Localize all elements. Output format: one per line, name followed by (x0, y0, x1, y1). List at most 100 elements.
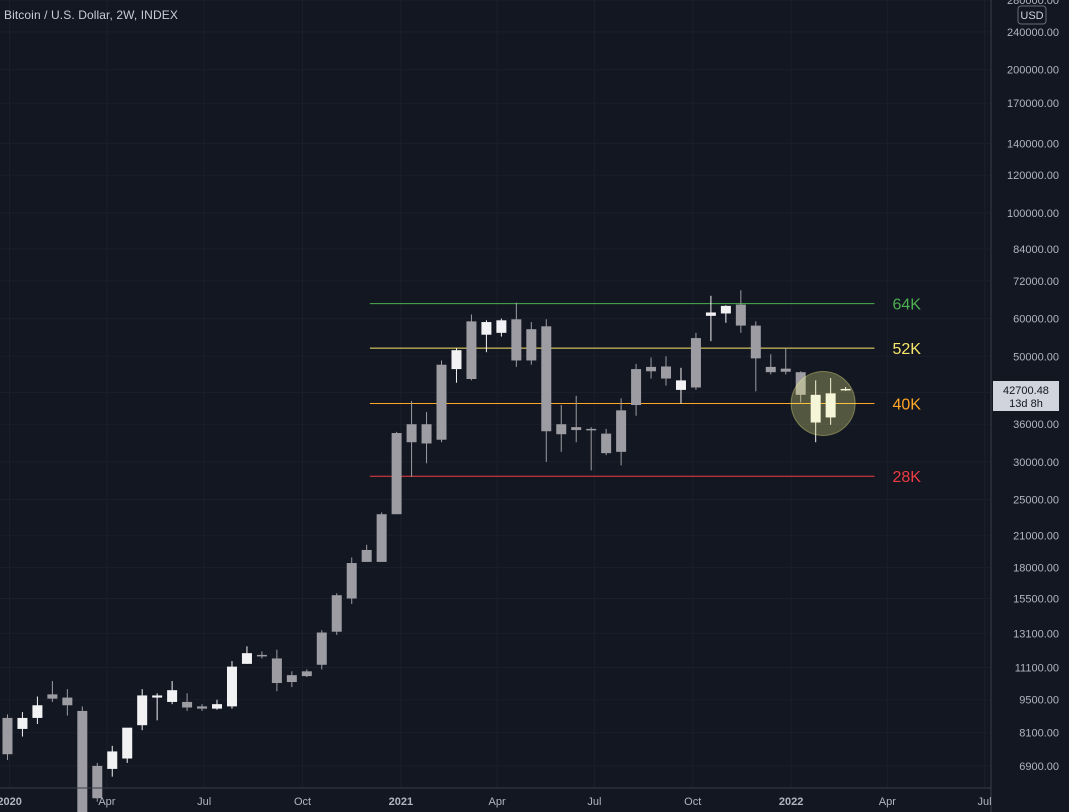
candle[interactable] (735, 290, 746, 333)
price-tick-label: 100000.00 (1007, 208, 1059, 220)
candle[interactable] (226, 661, 237, 709)
candle-body (47, 694, 58, 699)
candle-body (586, 428, 597, 431)
candle[interactable] (601, 428, 612, 456)
candle[interactable] (481, 320, 492, 353)
candle-body (810, 394, 821, 423)
candle[interactable] (840, 386, 851, 391)
candle[interactable] (92, 762, 103, 802)
candle[interactable] (675, 367, 686, 404)
candle-body (17, 717, 28, 729)
candle[interactable] (526, 322, 537, 365)
candle[interactable] (361, 544, 372, 562)
candle[interactable] (451, 348, 462, 383)
level-label: 52K (892, 341, 921, 358)
candle-body (331, 595, 342, 632)
candle-body (511, 319, 522, 361)
candle-body (720, 305, 731, 314)
candle-body (301, 671, 312, 677)
candle-body (646, 366, 657, 372)
candle[interactable] (541, 319, 552, 462)
candle[interactable] (810, 380, 821, 443)
candle[interactable] (571, 395, 582, 443)
candle[interactable] (316, 630, 327, 670)
price-tick-label: 36000.00 (1013, 419, 1059, 431)
chart-title: Bitcoin / U.S. Dollar, 2W, INDEX (4, 8, 178, 22)
candle[interactable] (646, 357, 657, 379)
candle[interactable] (212, 699, 223, 710)
candle[interactable] (406, 400, 417, 477)
last-price-value: 42700.48 (1003, 385, 1049, 397)
candle-body (451, 350, 462, 370)
candle[interactable] (152, 693, 163, 721)
candle-body (92, 765, 103, 799)
candle-body (661, 366, 672, 379)
candle[interactable] (720, 305, 731, 323)
candle-body (361, 549, 372, 562)
currency-badge[interactable]: USD (1017, 5, 1047, 25)
candle[interactable] (511, 302, 522, 367)
candle-body (167, 690, 178, 702)
time-tick-label: Apr (879, 796, 896, 808)
price-tick-label: 240000.00 (1007, 27, 1059, 39)
candle[interactable] (137, 689, 148, 731)
candle[interactable] (750, 321, 761, 392)
candle[interactable] (77, 706, 88, 812)
candle[interactable] (107, 745, 118, 777)
price-tick-label: 120000.00 (1007, 170, 1059, 182)
candle-body (750, 325, 761, 359)
candle[interactable] (661, 356, 672, 386)
candle[interactable] (271, 649, 282, 692)
candle[interactable] (705, 295, 716, 342)
candle[interactable] (765, 354, 776, 375)
candle[interactable] (436, 360, 447, 443)
candle[interactable] (331, 593, 342, 635)
time-tick-label: 2021 (389, 796, 413, 808)
candle-body (780, 368, 791, 372)
candle-body (197, 706, 208, 709)
candle-body (481, 322, 492, 335)
candle[interactable] (556, 405, 567, 452)
candle[interactable] (256, 651, 267, 659)
candles-layer[interactable] (2, 290, 851, 812)
price-tick-label: 140000.00 (1007, 138, 1059, 150)
candle[interactable] (182, 693, 193, 711)
candle[interactable] (795, 371, 806, 403)
candle-body (406, 424, 417, 443)
candle[interactable] (122, 727, 133, 763)
candle[interactable] (496, 318, 507, 337)
candle-body (466, 321, 477, 379)
candle[interactable] (346, 557, 357, 604)
candle[interactable] (241, 646, 252, 664)
candle[interactable] (825, 378, 836, 425)
candle[interactable] (690, 332, 701, 390)
candle-body (256, 654, 267, 657)
candle[interactable] (167, 681, 178, 705)
candle[interactable] (376, 512, 387, 562)
candle[interactable] (301, 669, 312, 678)
candle-body (705, 312, 716, 316)
candle[interactable] (391, 431, 402, 515)
time-axis[interactable]: 2020 Apr Jul Oct 2021 Apr Jul Oct 2022 Apr Jul (0, 796, 992, 808)
candle[interactable] (466, 314, 477, 381)
candle[interactable] (616, 398, 627, 466)
candle[interactable] (421, 411, 432, 464)
candle[interactable] (780, 348, 791, 375)
price-tick-label: 30000.00 (1013, 457, 1059, 469)
candle[interactable] (586, 427, 597, 471)
candle-body (391, 433, 402, 515)
candle-body (346, 563, 357, 599)
candle[interactable] (17, 712, 28, 737)
candle[interactable] (286, 671, 297, 688)
candle[interactable] (62, 689, 73, 716)
candle[interactable] (47, 681, 58, 702)
candle[interactable] (32, 696, 43, 724)
candle[interactable] (2, 714, 13, 760)
time-tick-label: Jul (978, 796, 992, 808)
time-tick-label: Jul (587, 796, 601, 808)
candle[interactable] (197, 704, 208, 711)
candle[interactable] (631, 363, 642, 416)
highlight-layer (790, 370, 856, 436)
candle-body (421, 424, 432, 444)
